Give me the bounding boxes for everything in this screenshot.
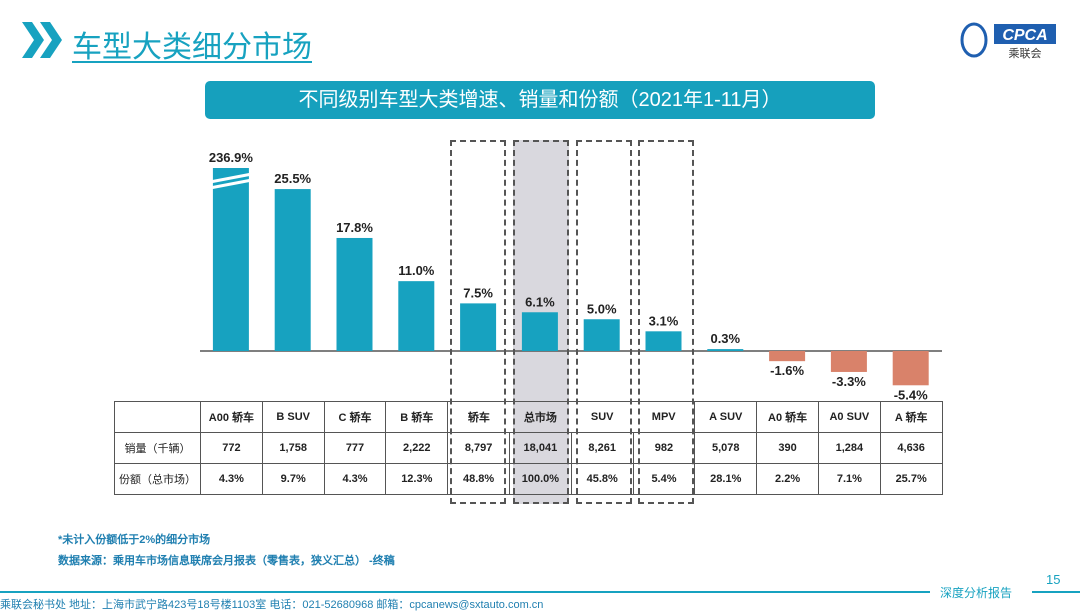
footer-tag: 深度分析报告 xyxy=(940,586,1013,600)
bar xyxy=(892,351,929,386)
bar xyxy=(769,351,806,362)
column-header: A SUV xyxy=(694,401,758,433)
chevron-icon xyxy=(22,22,62,58)
footer-divider xyxy=(0,591,930,593)
table-cell: 100.0% xyxy=(508,463,572,495)
table-cell: 777 xyxy=(323,432,387,464)
highlight-box-sedan xyxy=(450,140,506,504)
cpca-logo: CPCA 乘联会 xyxy=(960,22,1056,60)
footer-contact: 乘联会秘书处 地址：上海市武宁路423号18号楼1103室 电话：021-526… xyxy=(0,599,544,611)
page-number: 15 xyxy=(1046,572,1061,587)
table-cell: 390 xyxy=(756,432,819,464)
table-cell: 1,284 xyxy=(817,432,881,464)
table-cell: 48.8% xyxy=(447,463,510,495)
svg-text:CPCA: CPCA xyxy=(1002,27,1047,44)
note-exclusion: *未计入份额低于2%的细分市场 xyxy=(58,534,211,546)
data-label: 6.1% xyxy=(525,294,555,309)
highlight-box-mpv xyxy=(638,140,694,504)
column-header: B SUV xyxy=(261,401,325,433)
table-cell: 982 xyxy=(632,432,696,464)
column-header: A 轿车 xyxy=(879,401,943,433)
table-cell: 8,261 xyxy=(570,432,634,464)
data-label: 3.1% xyxy=(649,313,679,328)
data-label: 7.5% xyxy=(463,285,493,300)
column-header: SUV xyxy=(571,401,634,433)
table-cell: 4.3% xyxy=(323,463,387,495)
data-table: A00 轿车 B SUV C 轿车 B 轿车 轿车 总市场 SUV MPV A SUV A0 轿车… xyxy=(114,401,943,495)
data-label: 0.3% xyxy=(710,331,740,346)
svg-text:乘联会: 乘联会 xyxy=(1009,47,1042,60)
table-cell: 7.1% xyxy=(817,463,881,495)
bar xyxy=(274,189,311,351)
table-cell: 25.7% xyxy=(879,463,943,495)
table-cell: 5.4% xyxy=(632,463,696,495)
column-header: B 轿车 xyxy=(385,401,449,433)
footer-divider xyxy=(1032,591,1080,593)
bar xyxy=(645,331,682,351)
note-source: 数据来源：乘用车市场信息联席会月报表（零售表，狭义汇总） -终稿 xyxy=(58,555,395,567)
axis-break-mark xyxy=(209,172,253,190)
table-row: 份额（总市场） 4.3% 9.7% 4.3% 12.3% 48.8% 100.0% 45.8%… xyxy=(114,463,943,495)
table-cell: 4.3% xyxy=(200,463,263,495)
table-row: 销量（千辆） 772 1,758 777 2,222 8,797 18,041 8,261 98… xyxy=(114,432,943,464)
row-label: 销量（千辆） xyxy=(114,432,201,464)
bar xyxy=(707,349,744,351)
empty-cell xyxy=(114,401,201,433)
bar xyxy=(336,237,373,351)
data-label: -5.4% xyxy=(894,387,928,402)
bar xyxy=(460,303,497,351)
notes: *未计入份额低于2%的细分市场 数据来源：乘用车市场信息联席会月报表（零售表，狭… xyxy=(58,530,395,572)
chart-title-banner: 不同级别车型大类增速、销量和份额（2021年1-11月） xyxy=(205,81,875,119)
column-header: 轿车 xyxy=(447,401,510,433)
highlight-box-suv xyxy=(576,140,632,504)
data-label: 5.0% xyxy=(587,301,617,316)
bar xyxy=(398,281,435,351)
table-cell: 2,222 xyxy=(385,432,449,464)
table-cell: 45.8% xyxy=(570,463,634,495)
data-label: 17.8% xyxy=(336,220,373,235)
table-cell: 12.3% xyxy=(385,463,449,495)
table-header-row: A00 轿车 B SUV C 轿车 B 轿车 轿车 总市场 SUV MPV A SUV A0 轿车… xyxy=(114,401,943,433)
data-label: -3.3% xyxy=(832,374,866,389)
data-label: 236.9% xyxy=(209,150,254,165)
column-header: A00 轿车 xyxy=(200,401,263,433)
bar xyxy=(212,168,249,351)
data-label: -1.6% xyxy=(770,363,804,378)
bar xyxy=(830,351,867,372)
bar xyxy=(583,319,620,351)
table-cell: 18,041 xyxy=(508,432,572,464)
column-header: 总市场 xyxy=(509,401,572,433)
table-cell: 5,078 xyxy=(694,432,758,464)
column-header: MPV xyxy=(633,401,695,433)
table-cell: 772 xyxy=(200,432,263,464)
table-cell: 9.7% xyxy=(261,463,325,495)
column-header: A0 轿车 xyxy=(756,401,819,433)
data-label: 25.5% xyxy=(274,171,311,186)
table-cell: 4,636 xyxy=(879,432,943,464)
column-header: C 轿车 xyxy=(323,401,387,433)
table-cell: 28.1% xyxy=(694,463,758,495)
table-cell: 8,797 xyxy=(447,432,510,464)
page-title: 车型大类细分市场 xyxy=(72,31,312,64)
table-cell: 2.2% xyxy=(756,463,819,495)
table-cell: 1,758 xyxy=(261,432,325,464)
data-label: 11.0% xyxy=(398,263,435,278)
column-header: A0 SUV xyxy=(817,401,881,433)
bar xyxy=(521,312,558,351)
row-label: 份额（总市场） xyxy=(114,463,201,495)
